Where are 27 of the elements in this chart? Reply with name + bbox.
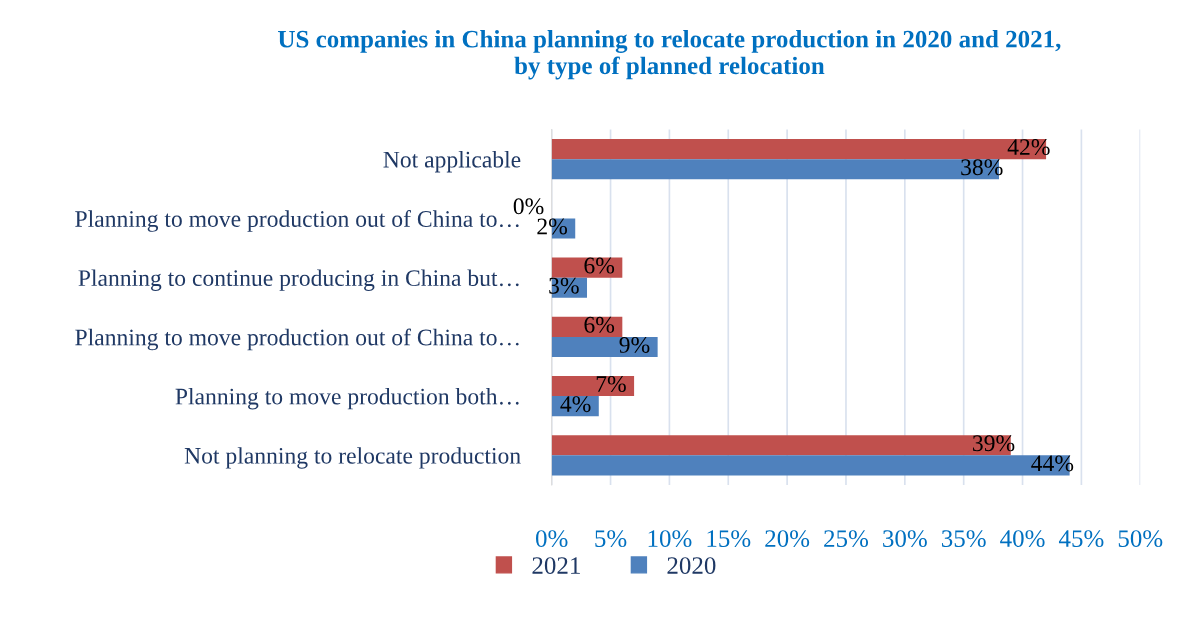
y-tick-label: Planning to move production out of China to…: [75, 328, 519, 351]
y-tick-label: Planning to continue producing in China but…: [78, 269, 519, 291]
data-label: 9%: [619, 336, 650, 353]
x-tick-label: 50%: [1118, 530, 1163, 548]
data-label: 6%: [584, 316, 615, 333]
data-label: 6%: [584, 257, 615, 274]
legend-label: 2020: [667, 557, 716, 574]
legend-label: 2021: [532, 557, 580, 574]
data-label: 4%: [560, 396, 591, 413]
y-tick-label: Planning to move production both…: [175, 387, 519, 410]
data-label: 2%: [537, 218, 568, 235]
x-tick-label: 0%: [535, 530, 568, 548]
x-tick-label: 20%: [765, 530, 810, 548]
x-tick-label: 5%: [595, 530, 627, 548]
bar: [551, 336, 658, 358]
x-tick-label: 35%: [941, 530, 986, 548]
x-tick-label: 25%: [824, 530, 869, 548]
data-label: 7%: [596, 376, 626, 393]
x-tick-label: 30%: [883, 530, 927, 548]
y-tick-label: Not planning to relocate production: [184, 447, 521, 469]
x-tick-label: 15%: [707, 530, 751, 548]
x-tick-label: 10%: [648, 530, 692, 548]
bar: [551, 375, 635, 397]
x-tick-label: 45%: [1058, 530, 1104, 548]
y-tick-label: Not applicable: [383, 150, 521, 173]
x-tick-label: 40%: [1000, 530, 1045, 548]
chart-title: US companies in China planning to relocate production in 2020 and 2021, by type of planned relocation: [278, 30, 1061, 80]
